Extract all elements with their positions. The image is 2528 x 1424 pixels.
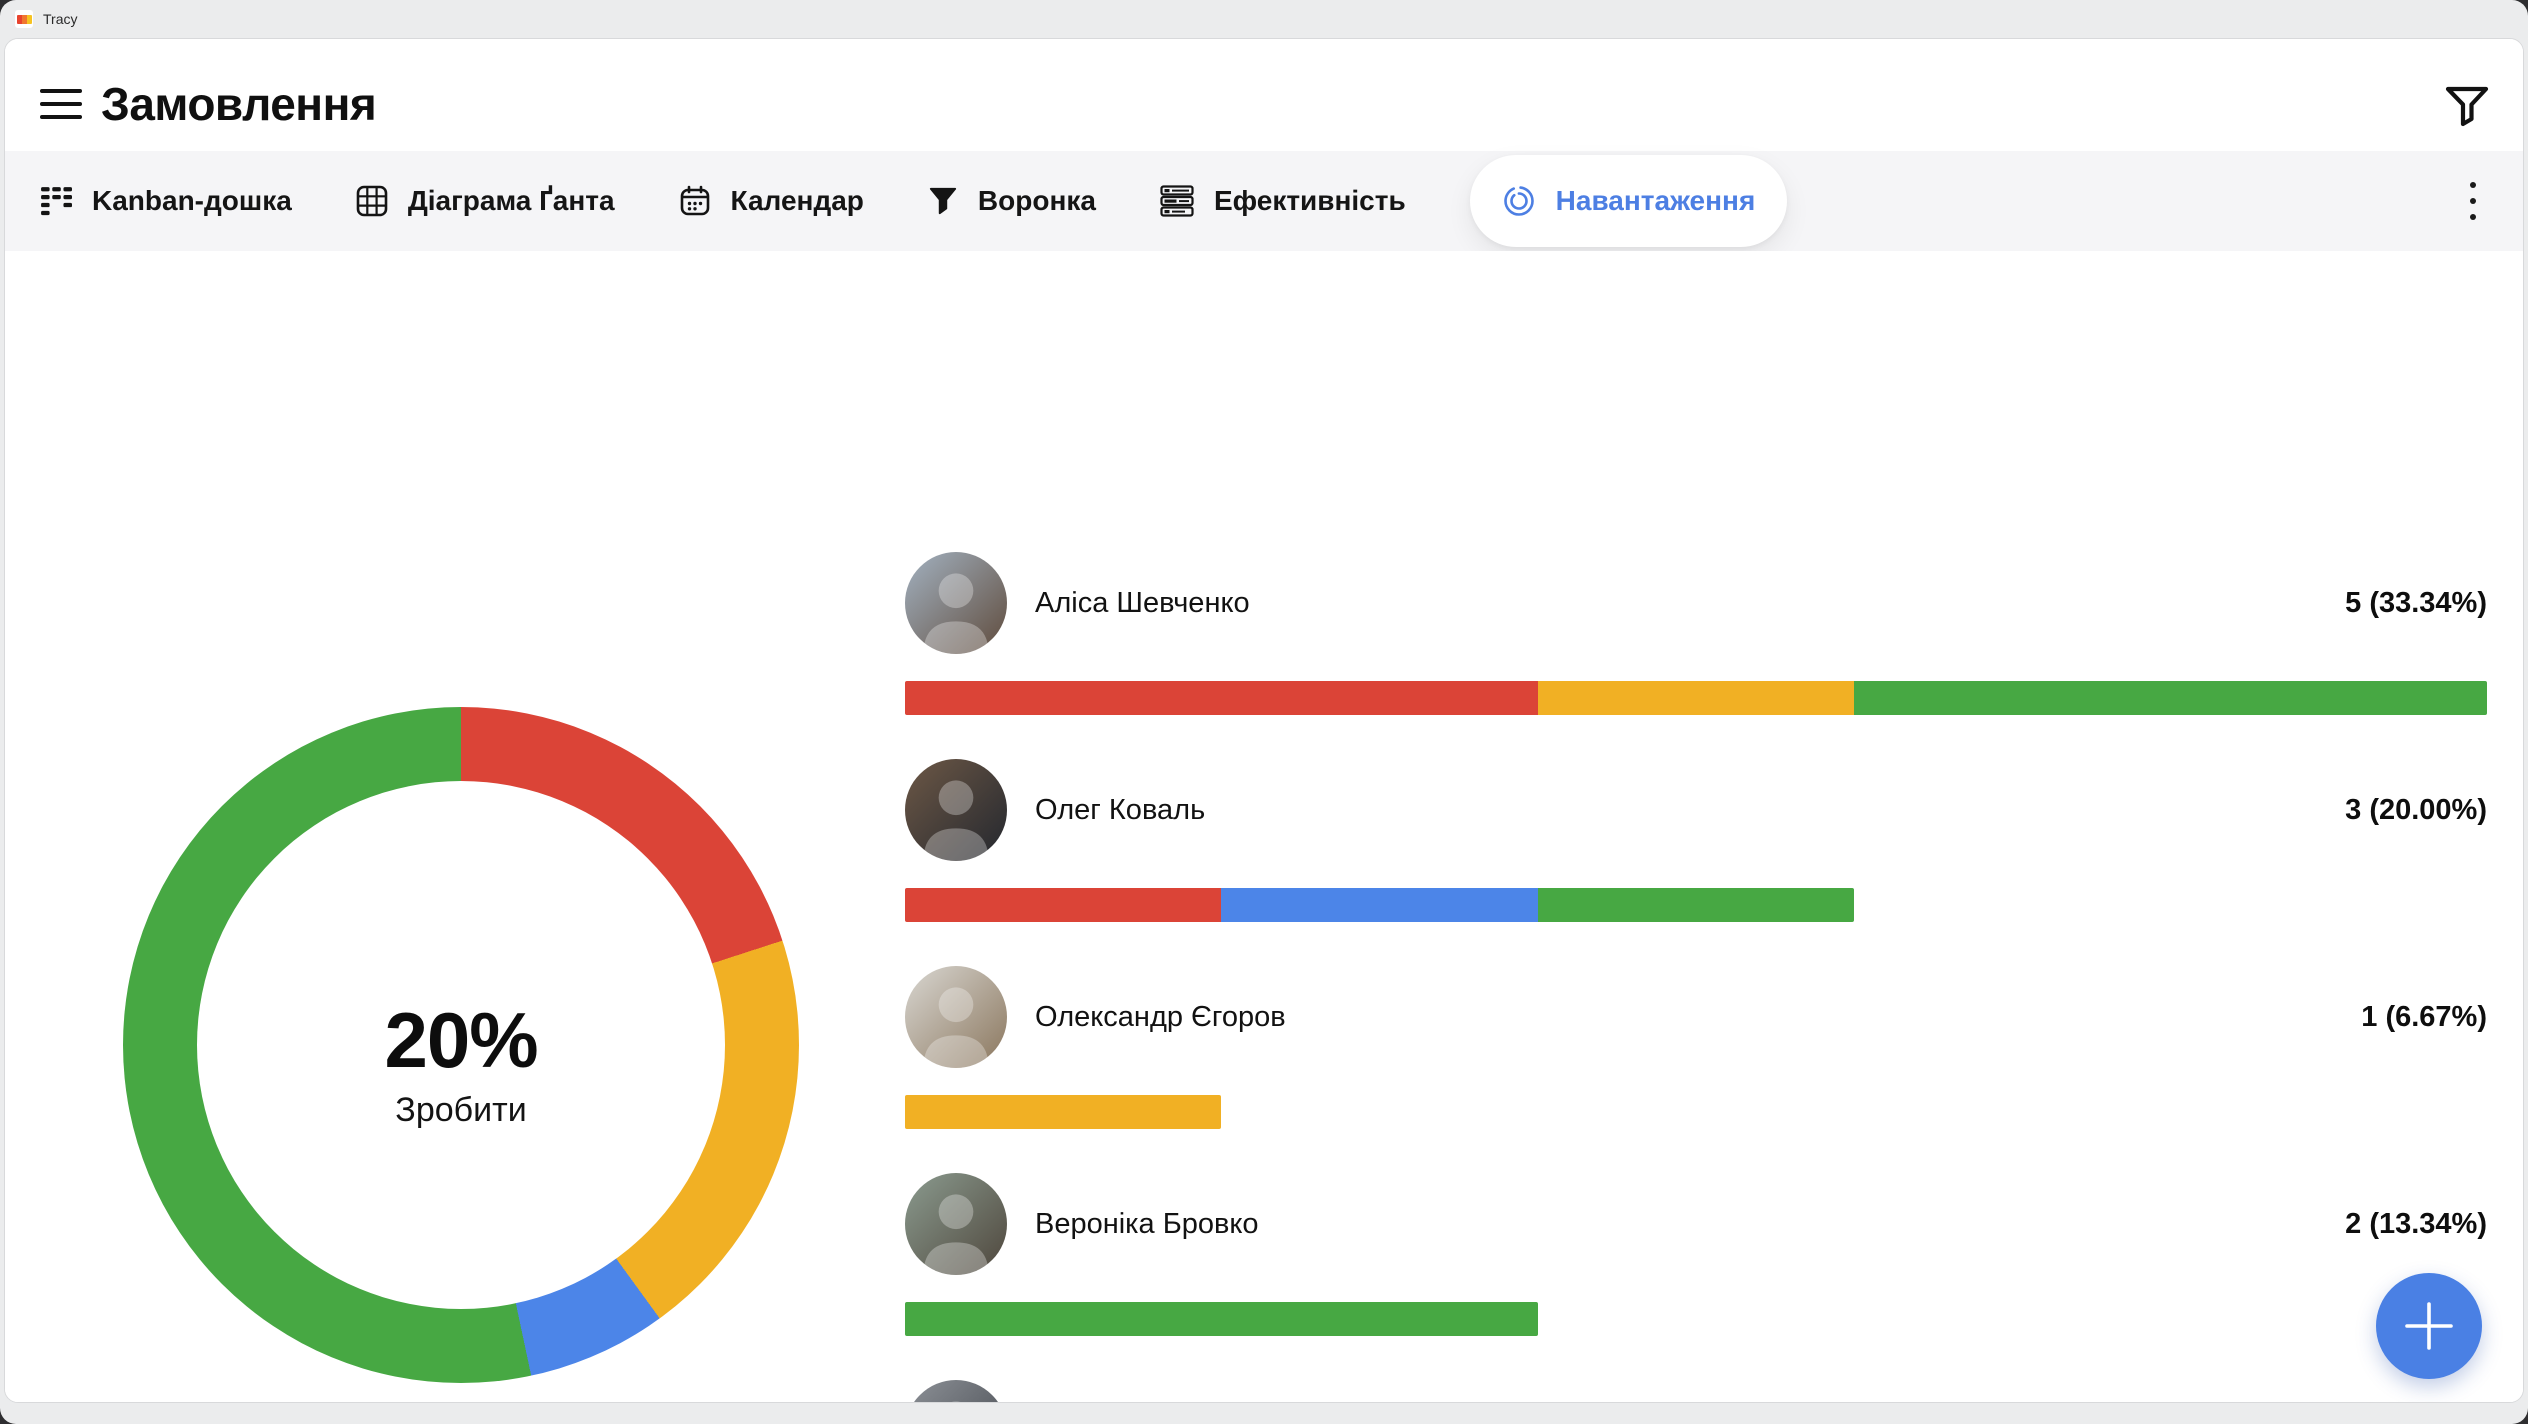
bar-segment [905, 681, 1538, 715]
person-silhouette-icon [923, 780, 989, 861]
kanban-icon [41, 187, 72, 216]
assignee-task-count: 5 (33.34%) [2345, 586, 2487, 619]
logo-square-yellow [26, 14, 32, 24]
hamburger-menu-icon[interactable] [40, 89, 82, 119]
assignee-task-count: 2 (13.34%) [2345, 1207, 2487, 1240]
bar-segment [1537, 888, 1855, 922]
filter-funnel-icon[interactable] [2444, 83, 2490, 129]
tab-label: Ефективність [1213, 185, 1406, 216]
person-silhouette-icon [923, 987, 989, 1068]
assignee-name: Олег Коваль [1035, 793, 1206, 826]
calendar-icon [680, 185, 709, 216]
avatar [905, 552, 1007, 654]
bar-segment [905, 888, 1222, 922]
avatar [905, 1380, 1007, 1402]
donut-center-value: 20% [384, 995, 538, 1084]
os-titlebar: Tracy [0, 0, 2528, 38]
page-title: Замовлення [101, 78, 377, 130]
add-task-button[interactable] [2376, 1273, 2482, 1379]
plus-icon [2405, 1302, 2453, 1350]
tab-efficiency[interactable]: Ефективність [1160, 185, 1406, 217]
bar-segment [905, 1095, 1222, 1129]
workload-row: Олег Коваль 3 (20.00%) [905, 759, 2487, 922]
workload-list: Аліса Шевченко 5 (33.34%) Олег Коваль 3 … [905, 552, 2487, 1402]
tab-label: Навантаження [1555, 185, 1756, 216]
workload-content: 20% Зробити Аліса Шевченко 5 (33.34%) [5, 251, 2523, 1402]
workload-row-head: Олександр Єгоров 1 (6.67%) [905, 966, 2487, 1068]
workload-bar [905, 888, 1855, 922]
tab-label: Воронка [977, 185, 1096, 216]
kebab-menu-icon[interactable] [2458, 169, 2488, 233]
page-header: Замовлення [5, 39, 2523, 151]
donut-center: 20% Зробити [197, 781, 725, 1309]
avatar [905, 759, 1007, 861]
tab-kanban[interactable]: Kanban-дошка [40, 185, 292, 217]
assignee-name: Вероніка Бровко [1035, 1207, 1259, 1240]
workload-row: Аліса Шевченко 5 (33.34%) [905, 552, 2487, 715]
donut-center-label: Зробити [395, 1090, 527, 1129]
bar-segment [1537, 681, 1855, 715]
workload-row: Максим Малина 4 (26.67%) [905, 1380, 2487, 1402]
app-window: Замовлення Kanban-дошка [4, 38, 2524, 1403]
bar-segment [905, 1302, 1538, 1336]
avatar [905, 966, 1007, 1068]
assignee-task-count: 3 (20.00%) [2345, 793, 2487, 826]
logo-square-orange [21, 14, 27, 24]
person-silhouette-icon [951, 1401, 961, 1402]
workload-row: Вероніка Бровко 2 (13.34%) [905, 1173, 2487, 1336]
person-silhouette-icon [923, 573, 989, 654]
assignee-name: Аліса Шевченко [1035, 586, 1250, 619]
workload-donut-chart: 20% Зробити [123, 707, 799, 1383]
bar-segment [1854, 681, 2487, 715]
workload-row-head: Максим Малина 4 (26.67%) [905, 1380, 2487, 1402]
efficiency-bars-icon [1160, 185, 1194, 217]
tab-label: Календар [730, 185, 864, 216]
tracy-logo-icon [15, 10, 33, 28]
tab-funnel[interactable]: Воронка [928, 185, 1096, 217]
avatar [905, 1173, 1007, 1275]
assignee-name: Олександр Єгоров [1035, 1000, 1286, 1033]
bar-segment [1221, 888, 1538, 922]
person-silhouette-icon [923, 1194, 989, 1275]
logo-square-red [16, 14, 22, 24]
workload-bar [905, 1095, 1222, 1129]
workload-row-head: Вероніка Бровко 2 (13.34%) [905, 1173, 2487, 1275]
assignee-task-count: 1 (6.67%) [2361, 1000, 2487, 1033]
donut-ring-icon [1503, 186, 1534, 216]
tab-calendar[interactable]: Календар [679, 185, 864, 217]
workload-bar [905, 681, 2487, 715]
view-tabbar: Kanban-дошка Діаграма Ґанта [5, 151, 2523, 251]
tab-label: Kanban-дошка [92, 185, 292, 216]
tab-gantt[interactable]: Діаграма Ґанта [356, 185, 615, 217]
app-name: Tracy [43, 11, 78, 27]
workload-row: Олександр Єгоров 1 (6.67%) [905, 966, 2487, 1129]
tab-workload[interactable]: Навантаження [1469, 155, 1788, 247]
gantt-grid-icon [356, 185, 388, 217]
workload-bar [905, 1302, 1538, 1336]
workload-row-head: Олег Коваль 3 (20.00%) [905, 759, 2487, 861]
tab-label: Діаграма Ґанта [407, 185, 615, 216]
funnel-filled-icon [929, 187, 957, 215]
workload-row-head: Аліса Шевченко 5 (33.34%) [905, 552, 2487, 654]
